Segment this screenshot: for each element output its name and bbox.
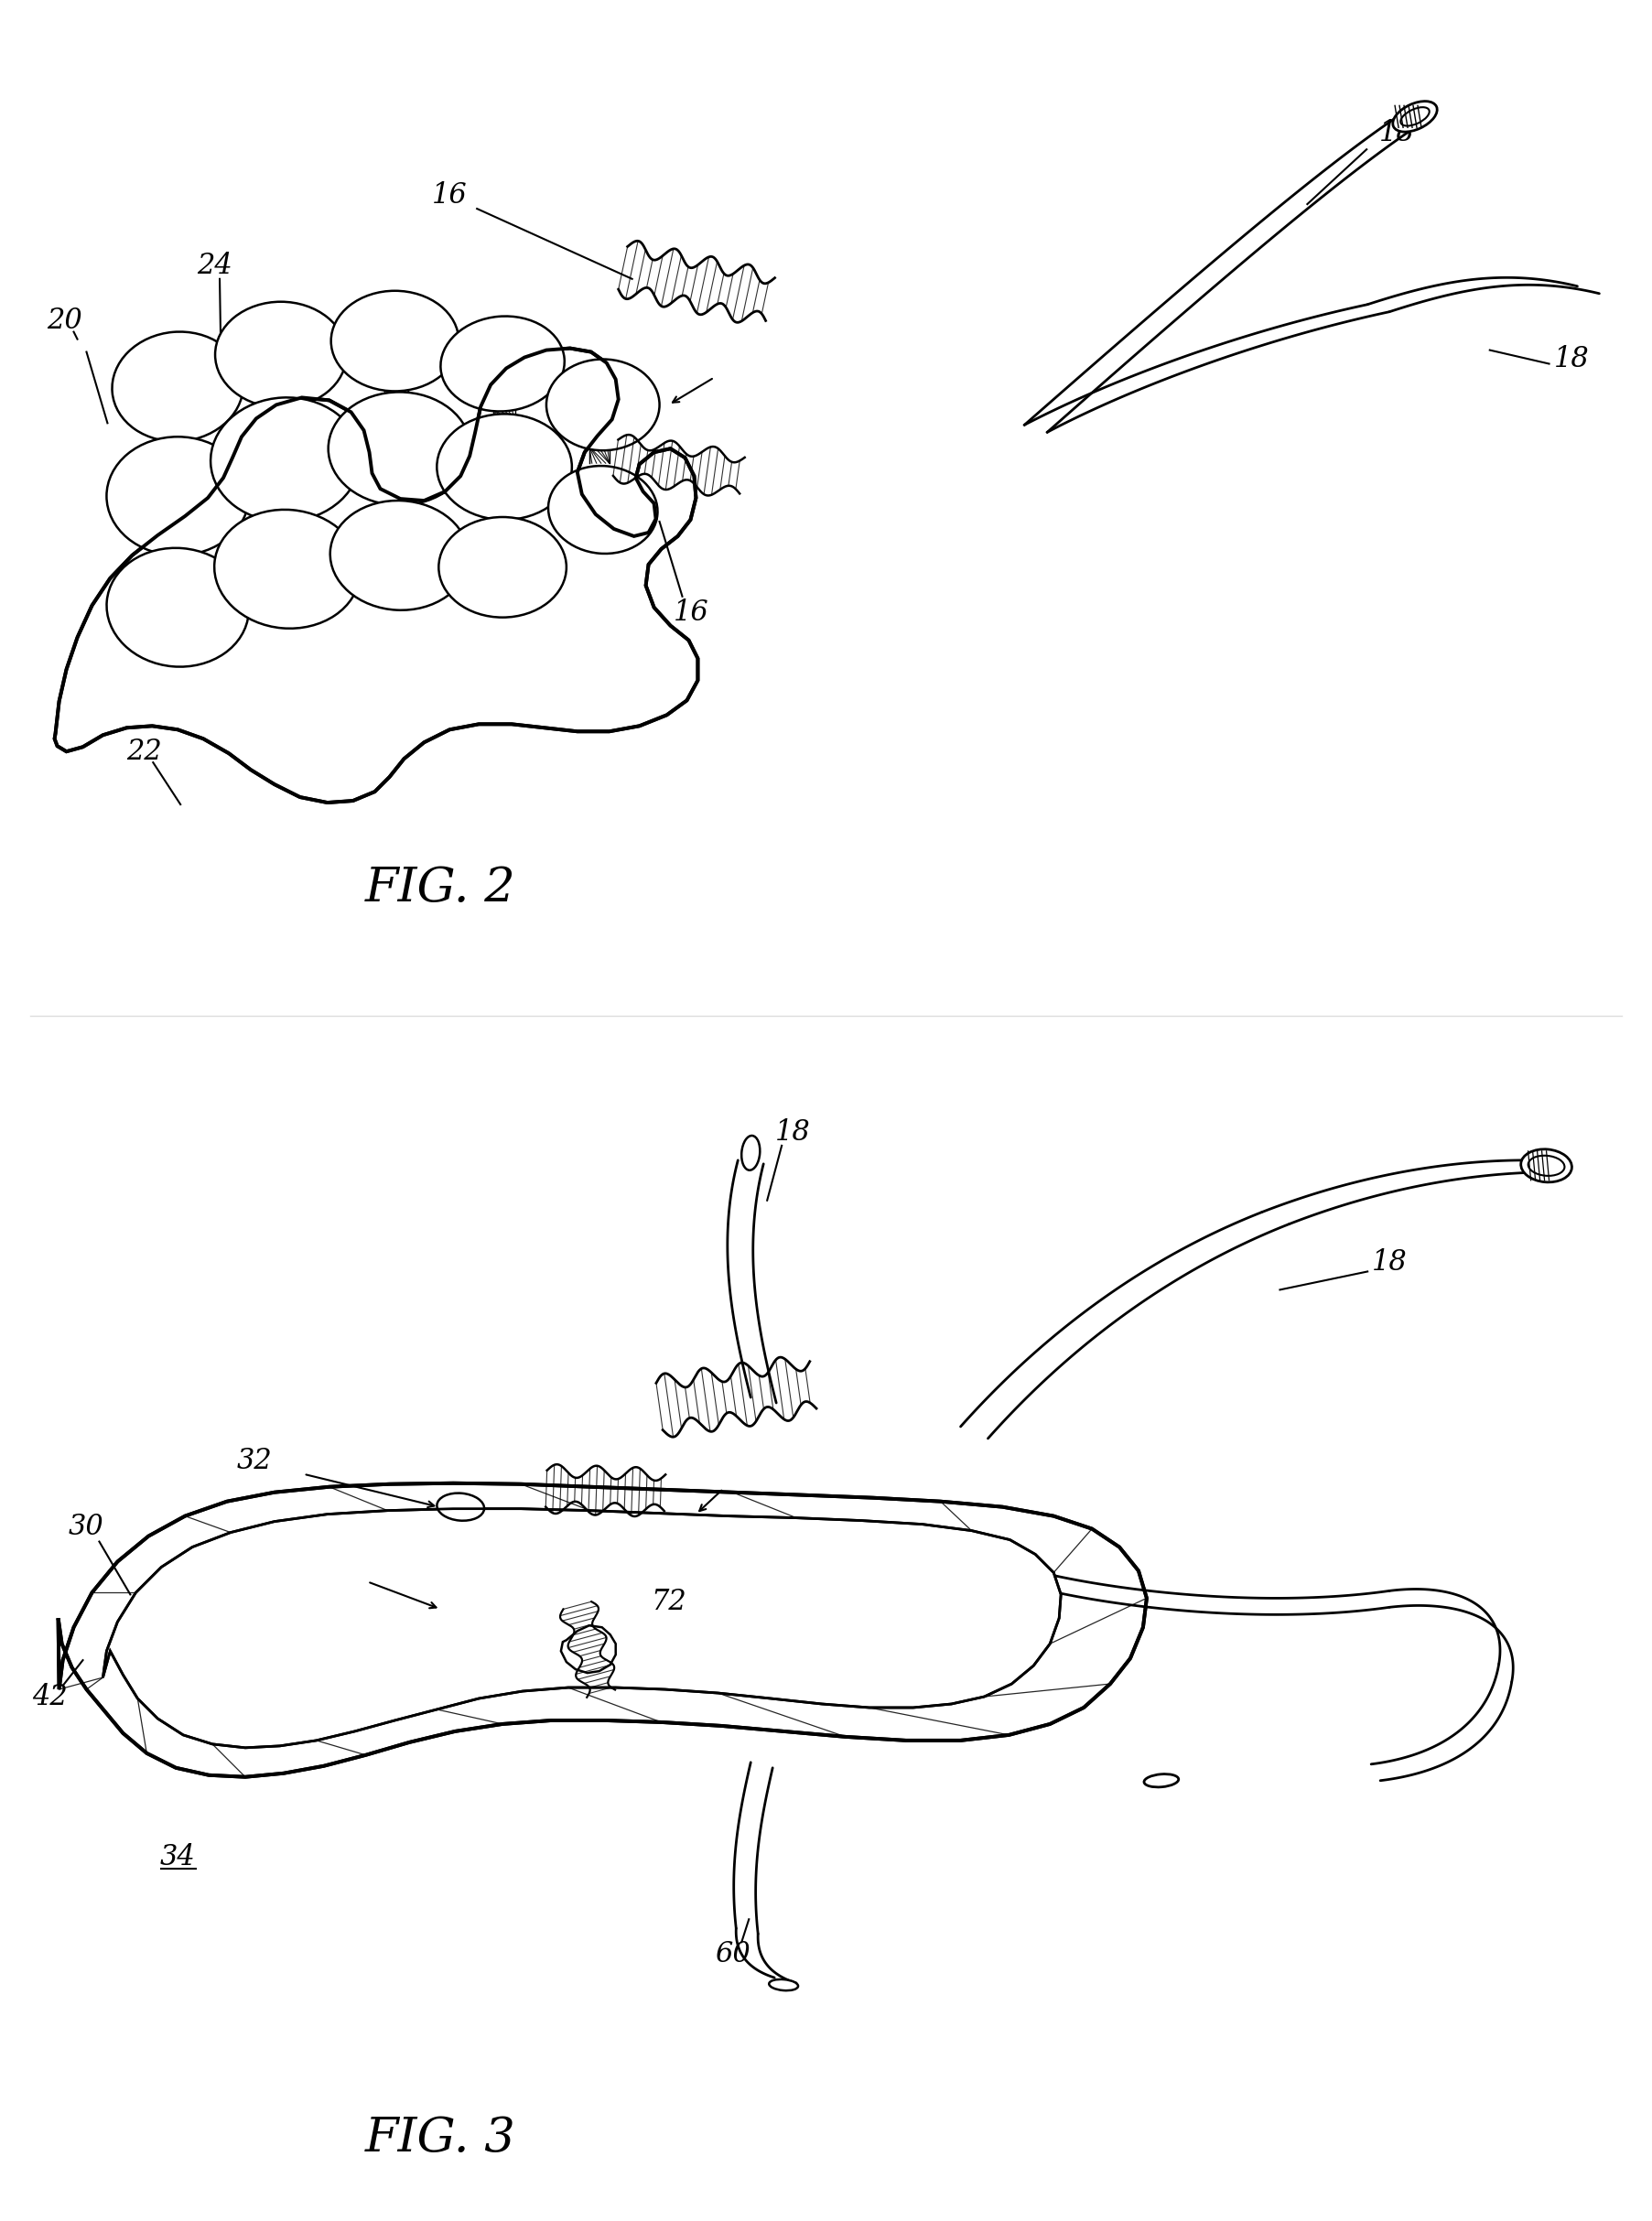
- Ellipse shape: [210, 398, 360, 522]
- Ellipse shape: [107, 549, 249, 666]
- Ellipse shape: [770, 1979, 798, 1990]
- Text: 36: 36: [568, 1635, 605, 1664]
- Ellipse shape: [215, 302, 347, 409]
- Text: 18: 18: [775, 1119, 811, 1146]
- Polygon shape: [562, 1626, 616, 1672]
- Ellipse shape: [1393, 102, 1437, 131]
- Ellipse shape: [742, 1135, 760, 1170]
- Text: 18: 18: [1371, 1248, 1408, 1277]
- Ellipse shape: [215, 509, 360, 629]
- Ellipse shape: [112, 331, 243, 442]
- Text: 30: 30: [69, 1513, 104, 1541]
- Text: 22: 22: [126, 737, 162, 766]
- Text: 24: 24: [197, 251, 231, 280]
- Ellipse shape: [436, 413, 572, 520]
- Text: 16: 16: [431, 180, 468, 209]
- Text: 20: 20: [46, 306, 83, 335]
- Polygon shape: [58, 1484, 1146, 1777]
- Ellipse shape: [329, 393, 471, 504]
- Text: 16: 16: [674, 600, 709, 626]
- Text: FIG. 2: FIG. 2: [365, 864, 515, 911]
- Ellipse shape: [330, 291, 459, 391]
- Ellipse shape: [439, 517, 567, 617]
- Text: 34: 34: [160, 1843, 195, 1872]
- Polygon shape: [102, 1508, 1061, 1748]
- Text: 18: 18: [1555, 344, 1589, 373]
- Ellipse shape: [436, 1493, 484, 1521]
- Text: 72: 72: [651, 1588, 686, 1617]
- Ellipse shape: [441, 315, 565, 411]
- Text: FIG. 3: FIG. 3: [365, 2114, 515, 2161]
- Polygon shape: [55, 349, 697, 802]
- Text: 32: 32: [236, 1448, 273, 1475]
- Ellipse shape: [107, 438, 249, 555]
- Text: 60: 60: [715, 1939, 750, 1968]
- Text: 42: 42: [33, 1684, 68, 1710]
- Ellipse shape: [1521, 1148, 1571, 1182]
- Ellipse shape: [548, 466, 657, 553]
- Text: 18: 18: [1379, 118, 1414, 147]
- Ellipse shape: [330, 500, 469, 611]
- Ellipse shape: [547, 360, 659, 451]
- Ellipse shape: [1145, 1775, 1178, 1788]
